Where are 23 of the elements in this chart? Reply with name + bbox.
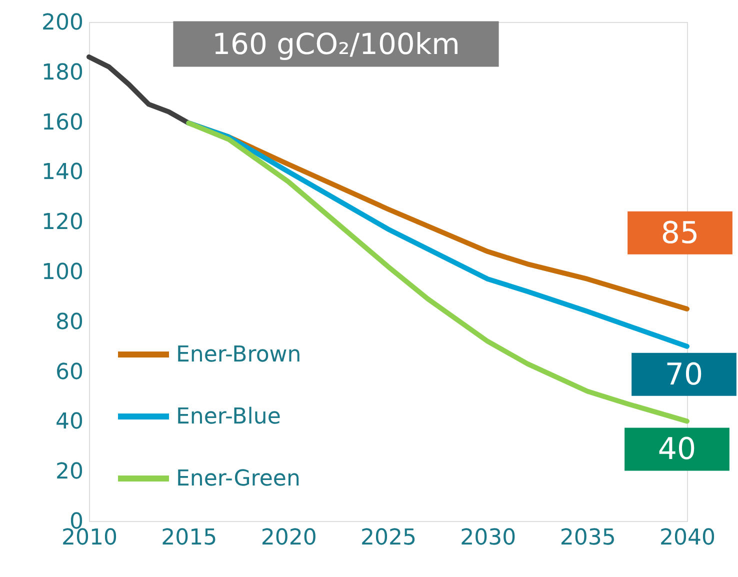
legend-label: Ener-Blue xyxy=(176,404,281,430)
data-label: 70 xyxy=(664,357,704,392)
y-tick-label: 180 xyxy=(42,60,84,86)
x-tick-label: 2035 xyxy=(560,526,616,550)
y-tick-label: 40 xyxy=(56,410,84,435)
y-tick-label: 200 xyxy=(42,10,84,36)
legend-label: Ener-Brown xyxy=(176,342,302,368)
y-tick-label: 100 xyxy=(42,260,84,285)
data-label: 85 xyxy=(660,216,700,251)
legend-label: Ener-Green xyxy=(176,466,300,492)
y-tick-label: 120 xyxy=(42,210,84,236)
y-tick-label: 20 xyxy=(56,460,84,485)
annotation: 160 gCO₂/100km xyxy=(212,27,460,61)
x-tick-label: 2025 xyxy=(360,526,416,550)
y-tick-label: 80 xyxy=(56,310,84,335)
y-tick-label: 60 xyxy=(56,360,84,385)
y-tick-label: 140 xyxy=(42,160,84,186)
x-tick-label: 2015 xyxy=(161,526,218,550)
x-tick-label: 2030 xyxy=(460,526,516,550)
x-tick-label: 2040 xyxy=(660,526,716,550)
x-tick-label: 2020 xyxy=(260,526,317,550)
data-label: 40 xyxy=(658,432,696,468)
y-tick-label: 160 xyxy=(42,110,84,136)
